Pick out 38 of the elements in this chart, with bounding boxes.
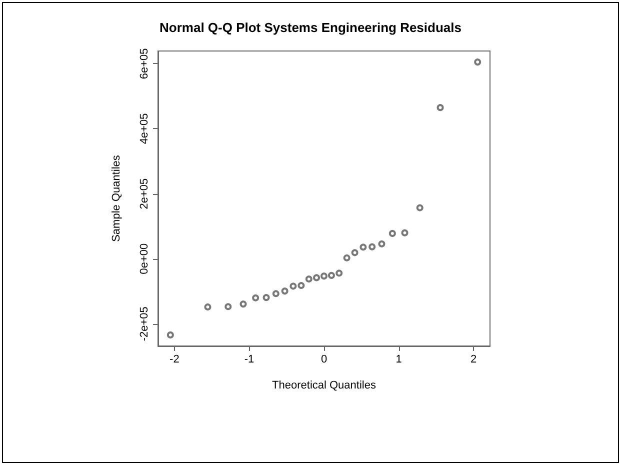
y-tick-label: 2e+05 xyxy=(138,178,150,210)
point xyxy=(305,276,312,282)
point xyxy=(343,254,350,262)
y-tick-label: -2e+05 xyxy=(138,306,150,342)
point xyxy=(313,274,320,282)
point xyxy=(474,58,482,66)
point xyxy=(320,272,328,280)
point xyxy=(388,230,396,237)
y-tick-label: 4e+05 xyxy=(138,113,150,144)
point xyxy=(281,288,288,295)
x-axis-title: Theoretical Quantiles xyxy=(272,380,376,392)
point xyxy=(436,104,444,112)
y-tick-label: 0e+00 xyxy=(138,243,150,274)
y-tick-label: 6e+05 xyxy=(138,48,150,80)
point xyxy=(368,243,376,250)
point xyxy=(166,331,174,338)
point xyxy=(262,294,270,302)
point xyxy=(416,204,424,212)
x-tick-label: 0 xyxy=(320,354,328,366)
point xyxy=(224,303,232,310)
point xyxy=(240,300,247,308)
point xyxy=(272,290,280,298)
y-axis-title: Sample Quantiles xyxy=(110,154,122,242)
x-tick-label: 1 xyxy=(396,354,402,366)
x-tick-label: -2 xyxy=(170,354,180,366)
x-tick-label: -1 xyxy=(244,354,254,366)
point xyxy=(298,282,305,289)
x-tick-label: 2 xyxy=(470,354,477,366)
point xyxy=(351,249,358,256)
point xyxy=(290,282,297,290)
point xyxy=(401,229,408,236)
point xyxy=(204,303,212,310)
point xyxy=(360,244,367,251)
point xyxy=(336,270,343,277)
point xyxy=(252,294,260,302)
point xyxy=(328,272,335,279)
point xyxy=(378,240,386,248)
chart-title: Normal Q-Q Plot Systems Engineering Residuals xyxy=(160,20,462,35)
